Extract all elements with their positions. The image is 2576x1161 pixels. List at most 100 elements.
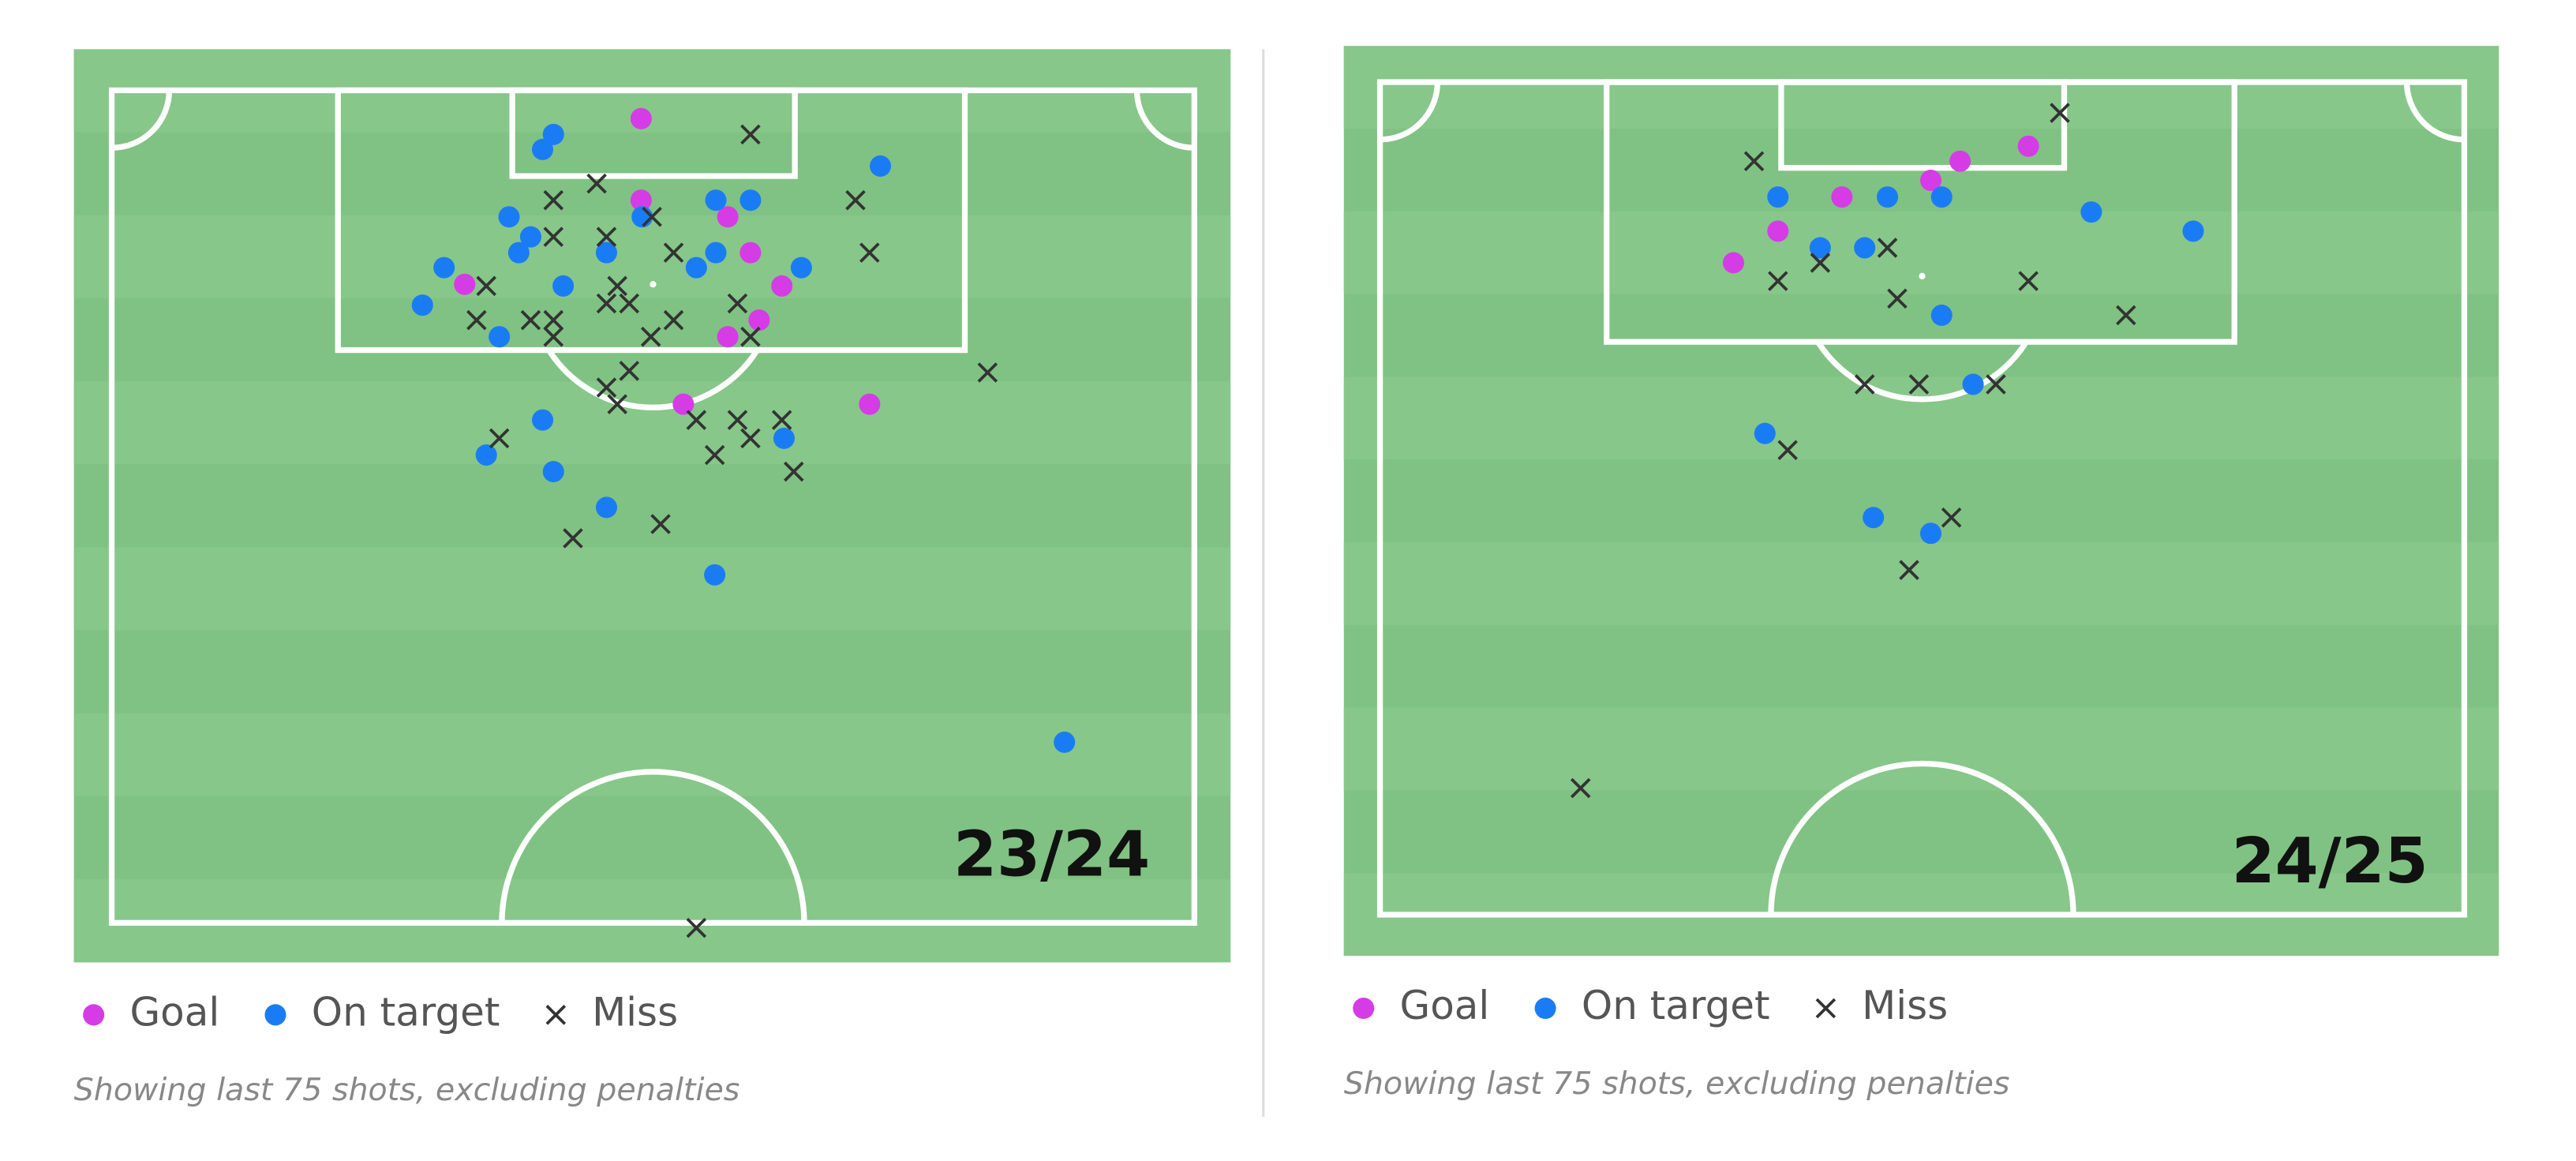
legend-label: Miss [592,989,678,1035]
shot [1877,238,1898,258]
shot [520,309,541,331]
shot [704,444,725,466]
legend-label: On target [1582,983,1770,1028]
shot [869,155,892,177]
shot [1919,169,1942,192]
shot [727,293,748,314]
legend-marker [1815,998,1837,1019]
shot [845,189,866,211]
corner-arc [1380,81,1441,143]
penalty-spot [1919,272,1926,279]
shot [619,293,640,314]
shot [543,227,564,247]
shot [663,309,684,331]
shot [771,410,792,430]
six-yard-box [1778,79,2068,171]
shot-map: 24/25 Goal On target Miss Showing last 75 sh… [1343,46,2499,1102]
shot [686,410,707,430]
shot [596,227,617,247]
shot [542,123,564,145]
shot [531,409,554,431]
legend-marker [264,1004,286,1026]
shot [784,461,804,482]
shot [727,410,748,430]
shot [2018,271,2039,291]
shot [672,393,695,415]
pitch-stripe [73,713,1231,796]
shot [543,309,564,331]
shot [507,242,530,264]
shot [859,242,880,263]
shot [2080,201,2102,223]
shot [1777,440,1798,461]
shot [1854,237,1876,259]
shot [596,377,617,398]
shot [1986,374,2006,395]
shot [739,242,762,264]
shot [1767,186,1789,208]
shot [466,309,487,331]
shot [619,361,640,381]
shot [607,394,627,414]
shot [1743,151,1765,172]
shot [498,206,520,228]
pitch-stripe [1343,376,2499,460]
penalty-spot [650,281,657,288]
shot [740,428,761,449]
shot [595,242,617,264]
pitch [1343,46,2499,956]
shot [1831,186,1853,208]
shot [2050,103,2070,123]
pitch-stripe [73,381,1231,465]
shot [740,326,761,347]
shot-map: 23/24 Goal On target Miss Showing last 75 sh… [73,49,1231,1108]
centre-circle [1768,760,2076,915]
shot [411,294,433,316]
shot [1854,374,1875,395]
legend-marker [545,1005,567,1025]
footnote: Showing last 75 shots, excluding penalti… [1344,1065,2010,1102]
corner-arc [2403,81,2465,143]
shot [704,564,726,586]
shot [630,107,652,129]
shot [1810,253,1831,273]
shot [1899,560,1919,580]
shot [1930,186,1953,208]
shot [640,326,661,347]
shot [1941,507,1962,528]
penalty-arc [546,348,760,410]
corner-arc [111,90,173,151]
shot [771,275,793,297]
legend-label: Goal [1400,983,1490,1028]
season-label: 23/24 [953,818,1150,891]
shot [1930,304,1953,326]
shot [1768,271,1788,291]
shot [2182,220,2204,242]
shot [454,273,476,295]
pitch-stripe [1343,541,2499,625]
pitch-stripe [1343,707,2499,791]
legend-label: Miss [1862,983,1948,1028]
shot [1919,522,1942,545]
shot [663,242,684,263]
shot [1962,373,1984,395]
pitch-stripe [1343,211,2499,294]
shot [859,393,881,415]
season-label: 24/25 [2232,825,2428,897]
shot [552,275,575,297]
legend-marker [1534,997,1556,1020]
shot [685,257,707,279]
shot [476,275,496,297]
shot [686,917,707,938]
legend-marker [83,1004,105,1026]
shot [1722,252,1744,274]
six-yard-box [509,87,798,179]
shot [1863,507,1885,529]
legend-label: On target [312,989,500,1035]
pitch [73,49,1231,963]
shot [596,293,617,314]
legend-label: Goal [129,989,219,1035]
shot [739,189,762,212]
